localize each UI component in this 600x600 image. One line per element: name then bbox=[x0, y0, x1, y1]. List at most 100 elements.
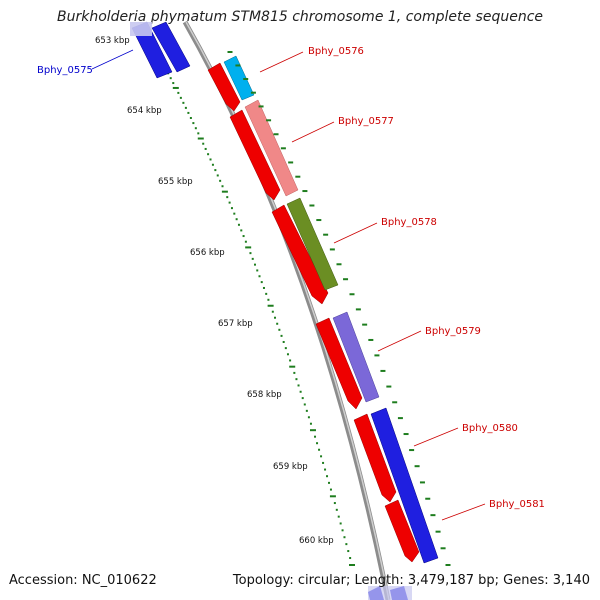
minor-tick bbox=[299, 390, 302, 393]
right-tick bbox=[409, 449, 415, 452]
chromosome-backbone bbox=[182, 20, 391, 600]
leader-bphy-0578 bbox=[333, 222, 378, 244]
gene-bphy-0577-pink[interactable] bbox=[244, 99, 299, 197]
feature-blocks bbox=[130, 21, 439, 600]
leader-bphy-0576 bbox=[259, 51, 304, 73]
minor-tick bbox=[297, 384, 300, 387]
kbp-label: 660 kbp bbox=[299, 536, 334, 546]
gene-label-bphy-0578[interactable]: Bphy_0578 bbox=[381, 217, 437, 228]
minor-tick bbox=[309, 422, 312, 425]
kbp-label: 656 kbp bbox=[190, 248, 225, 258]
major-tick bbox=[245, 246, 252, 249]
gene-bphy-0581-red[interactable] bbox=[384, 499, 420, 563]
kbp-label: 657 kbp bbox=[218, 319, 253, 329]
gene-label-bphy-0580[interactable]: Bphy_0580 bbox=[462, 423, 518, 434]
right-tick bbox=[227, 51, 233, 53]
minor-tick bbox=[197, 132, 200, 135]
minor-tick bbox=[307, 416, 310, 419]
gene-label-bphy-0579[interactable]: Bphy_0579 bbox=[425, 326, 481, 337]
right-tick bbox=[392, 401, 398, 404]
summary-label: Topology: circular; Length: 3,479,187 bp… bbox=[232, 573, 590, 588]
minor-tick bbox=[256, 269, 259, 272]
accession-label: Accession: NC_010622 bbox=[9, 573, 157, 588]
minor-tick bbox=[320, 455, 323, 458]
gene-bphy-0579-red[interactable] bbox=[315, 317, 363, 410]
minor-tick bbox=[237, 223, 240, 226]
minor-tick bbox=[335, 508, 338, 511]
right-tick bbox=[386, 385, 392, 388]
minor-tick bbox=[314, 435, 317, 438]
major-tick bbox=[197, 137, 204, 140]
gene-bphy-0578-red[interactable] bbox=[271, 204, 329, 305]
major-tick bbox=[221, 190, 228, 193]
minor-tick bbox=[282, 340, 285, 343]
gene-bphy-0579-purple[interactable] bbox=[332, 311, 380, 403]
minor-tick bbox=[169, 77, 172, 80]
minor-tick bbox=[230, 207, 233, 210]
gene-label-bphy-0577[interactable]: Bphy_0577 bbox=[338, 116, 394, 127]
minor-tick bbox=[262, 286, 265, 289]
gene-bphy-0580-blue[interactable] bbox=[370, 407, 439, 564]
minor-tick bbox=[341, 529, 344, 532]
major-tick bbox=[329, 495, 336, 498]
minor-tick bbox=[251, 257, 254, 260]
right-tick bbox=[362, 323, 368, 326]
minor-tick bbox=[235, 218, 238, 221]
right-tick bbox=[258, 105, 264, 108]
minor-tick bbox=[221, 185, 224, 188]
minor-tick bbox=[337, 515, 340, 518]
minor-tick bbox=[265, 292, 268, 295]
minor-tick bbox=[303, 403, 306, 406]
right-tick bbox=[235, 64, 241, 67]
minor-tick bbox=[305, 409, 308, 412]
leader-bphy-0577 bbox=[291, 121, 335, 143]
minor-tick bbox=[202, 142, 205, 145]
gene-partial-bottom-highlight bbox=[368, 586, 412, 600]
right-tick bbox=[435, 530, 441, 533]
right-tick bbox=[309, 204, 315, 207]
minor-tick bbox=[295, 378, 298, 381]
kbp-label: 655 kbp bbox=[158, 177, 193, 187]
right-tick bbox=[336, 263, 342, 266]
minor-tick bbox=[347, 550, 350, 553]
right-tick bbox=[343, 278, 349, 281]
minor-tick bbox=[301, 397, 304, 400]
kbp-label: 654 kbp bbox=[127, 106, 162, 116]
gene-label-bphy-0575[interactable]: Bphy_0575 bbox=[37, 65, 93, 76]
minor-tick bbox=[240, 229, 243, 232]
minor-tick bbox=[207, 153, 210, 156]
minor-tick bbox=[253, 263, 256, 266]
gene-bphy-0576-cyan[interactable] bbox=[223, 55, 255, 101]
right-tick bbox=[323, 233, 329, 236]
kbp-label: 658 kbp bbox=[247, 390, 282, 400]
gene-bphy-0576-red[interactable] bbox=[207, 62, 241, 112]
right-tick bbox=[349, 293, 355, 296]
minor-tick bbox=[204, 147, 207, 150]
minor-tick bbox=[329, 488, 332, 491]
minor-tick bbox=[267, 298, 270, 301]
minor-tick bbox=[233, 212, 236, 215]
kbp-label-group: 653 kbp 654 kbp 655 kbp 656 kbp 657 kbp 658 k… bbox=[95, 36, 334, 546]
kbp-ticks bbox=[147, 39, 355, 566]
major-tick bbox=[267, 304, 274, 307]
right-tick bbox=[295, 175, 301, 178]
right-tick bbox=[425, 497, 431, 500]
right-tick bbox=[403, 433, 409, 436]
gene-label-bphy-0576[interactable]: Bphy_0576 bbox=[308, 46, 364, 57]
map-title: Burkholderia phymatum STM815 chromosome … bbox=[56, 9, 543, 25]
minor-tick bbox=[214, 169, 217, 172]
right-tick bbox=[440, 547, 446, 550]
leader-bphy-0580 bbox=[413, 427, 459, 447]
gene-bphy-0575-block-b[interactable] bbox=[151, 21, 191, 73]
right-tick bbox=[316, 219, 322, 222]
gene-bphy-0577-red[interactable] bbox=[229, 109, 281, 201]
gene-label-bphy-0581[interactable]: Bphy_0581 bbox=[489, 499, 545, 510]
minor-tick bbox=[345, 543, 348, 546]
minor-tick bbox=[286, 353, 289, 356]
minor-tick bbox=[327, 481, 330, 484]
gene-bphy-0580-red[interactable] bbox=[353, 413, 397, 503]
gene-bphy-0578-olive[interactable] bbox=[286, 197, 339, 291]
right-tick bbox=[243, 78, 249, 81]
minor-tick bbox=[316, 442, 319, 445]
right-tick bbox=[445, 564, 451, 566]
